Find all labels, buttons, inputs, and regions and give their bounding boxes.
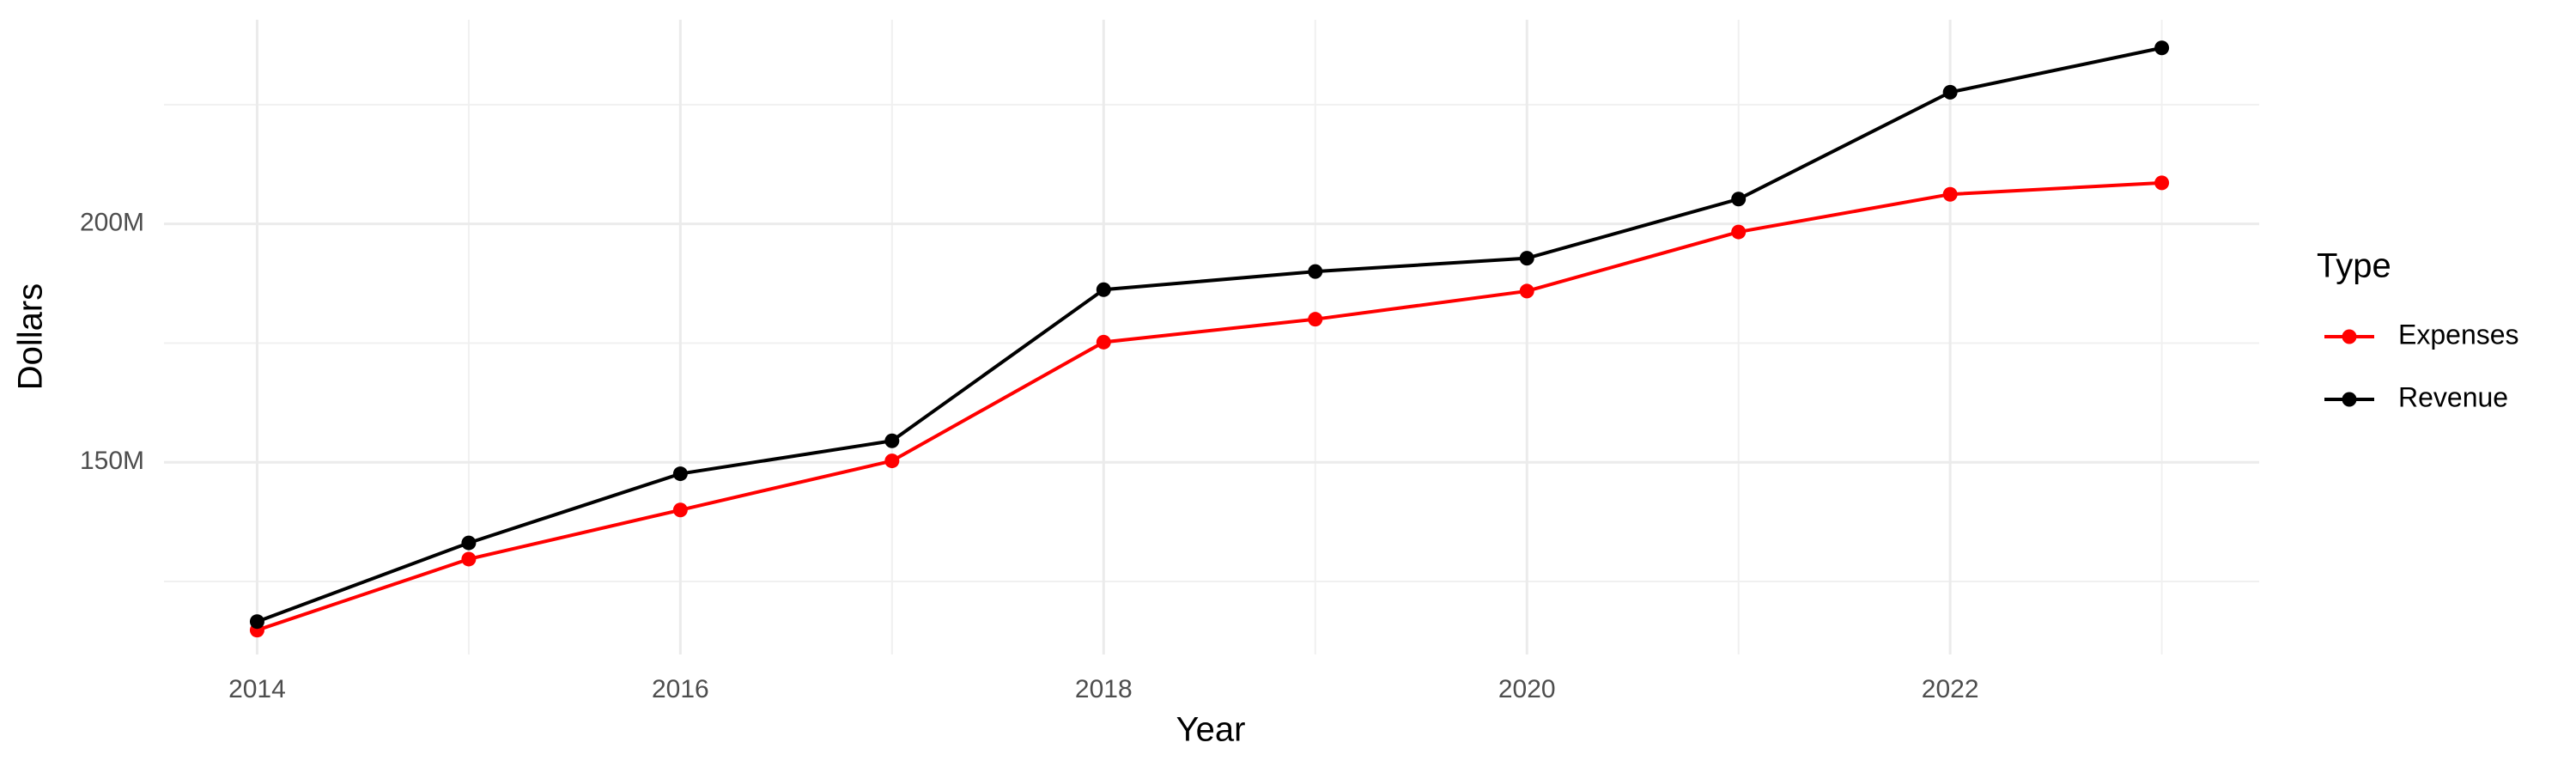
data-point xyxy=(672,502,688,518)
x-tick-label: 2022 xyxy=(1922,675,1979,703)
series-line xyxy=(256,180,2162,632)
lines xyxy=(249,40,2170,638)
data-point xyxy=(461,551,477,567)
data-point xyxy=(1519,251,1534,266)
data-point xyxy=(1731,192,1747,207)
y-axis-title: Dollars xyxy=(12,283,50,390)
legend-key-point xyxy=(2342,392,2357,407)
data-point xyxy=(461,535,477,551)
data-point xyxy=(1519,283,1534,299)
data-point xyxy=(1308,264,1323,279)
grid xyxy=(164,20,2259,654)
legend-label: Revenue xyxy=(2398,381,2508,412)
data-point xyxy=(1731,224,1747,240)
y-tick-label: 200M xyxy=(80,209,144,237)
data-point xyxy=(1096,334,1111,350)
x-tick-label: 2014 xyxy=(228,675,286,703)
x-axis-title: Year xyxy=(1176,711,1246,749)
data-point xyxy=(1096,282,1111,297)
x-tick-label: 2018 xyxy=(1075,675,1133,703)
legend-title: Type xyxy=(2317,247,2391,285)
data-point xyxy=(1942,84,1958,100)
legend-label: Expenses xyxy=(2398,319,2519,350)
y-tick-label: 150M xyxy=(80,447,144,475)
legend-key-point xyxy=(2342,329,2357,344)
series-line xyxy=(256,46,2163,624)
x-tick-label: 2020 xyxy=(1498,675,1556,703)
data-point xyxy=(1942,186,1958,202)
data-point xyxy=(2154,40,2170,56)
data-point xyxy=(2154,175,2170,191)
data-point xyxy=(884,453,900,469)
data-point xyxy=(884,433,900,448)
data-point xyxy=(1308,312,1323,327)
x-tick-label: 2016 xyxy=(652,675,709,703)
data-point xyxy=(249,614,264,630)
data-point xyxy=(672,466,688,482)
